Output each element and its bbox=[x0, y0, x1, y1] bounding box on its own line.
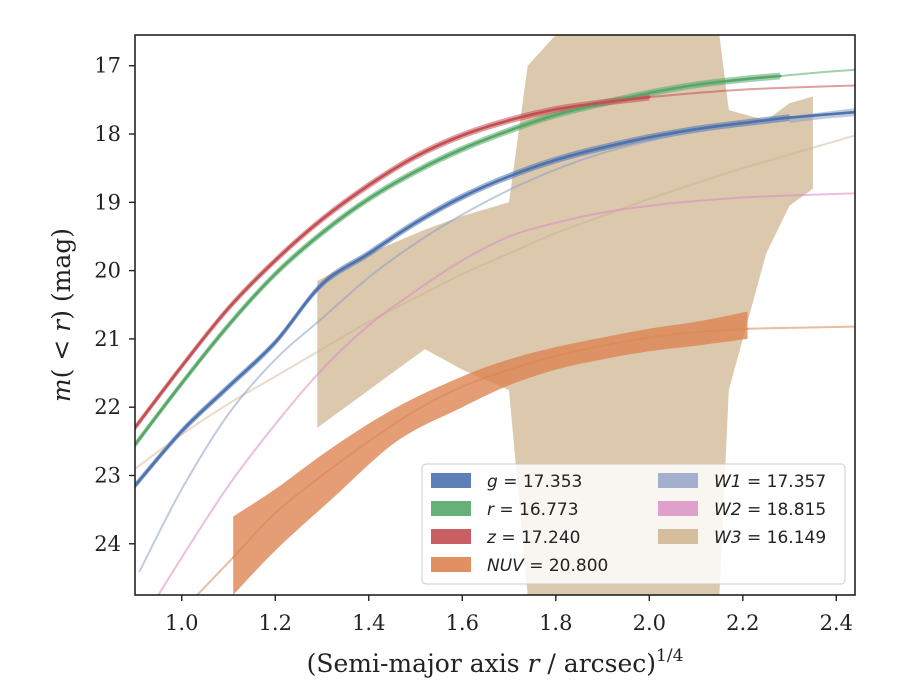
legend-value: = 17.357 bbox=[742, 472, 827, 492]
y-axis-label-lt: < bbox=[47, 332, 76, 369]
y-axis-label-m: m bbox=[47, 378, 76, 402]
legend-value: = 17.353 bbox=[498, 472, 583, 492]
legend-value: = 17.240 bbox=[496, 528, 581, 548]
series-line-nuv bbox=[232, 327, 749, 559]
legend-value: = 16.149 bbox=[742, 528, 827, 548]
legend-label-nuv: NUV = 20.800 bbox=[487, 556, 608, 576]
series-extrapolation-g bbox=[788, 111, 855, 119]
legend-label-w3: W3 = 16.149 bbox=[714, 528, 826, 548]
y-tick-label: 24 bbox=[94, 532, 121, 556]
x-tick-label: 2.0 bbox=[633, 611, 666, 635]
series-line-z bbox=[135, 95, 651, 429]
y-tick-label: 18 bbox=[94, 122, 121, 146]
series-extrapolation-z bbox=[648, 84, 855, 99]
series-line-w3 bbox=[135, 134, 855, 470]
series-extrapolation-nuv bbox=[746, 325, 855, 330]
x-axis-ticks: 1.0 1.2 1.4 1.6 1.8 2.0 2.2 2.4 bbox=[165, 595, 853, 635]
legend-var: W3 bbox=[714, 528, 742, 548]
legend-var: z bbox=[486, 528, 497, 548]
legend-label-r: r = 16.773 bbox=[487, 500, 579, 520]
x-axis-label-prefix: (Semi-major axis bbox=[307, 649, 528, 678]
y-axis-ticks: 17 18 19 20 21 22 23 24 bbox=[94, 54, 135, 556]
band-r bbox=[135, 72, 781, 449]
legend-swatch-r bbox=[431, 501, 471, 516]
series-extrapolation-r bbox=[779, 68, 855, 77]
legend-label-w2: W2 = 18.815 bbox=[714, 500, 826, 520]
series-extrapolation-nuv bbox=[195, 556, 235, 595]
series-line-w2 bbox=[157, 192, 855, 595]
legend-swatch-z bbox=[431, 529, 471, 544]
legend-swatch-g bbox=[431, 473, 471, 488]
series-lines bbox=[135, 68, 855, 595]
y-axis-label-close: ) bbox=[47, 310, 76, 320]
x-tick-label: 2.4 bbox=[820, 611, 853, 635]
legend-var: g bbox=[487, 472, 498, 492]
x-axis-label-suffix: / arcsec) bbox=[539, 649, 656, 678]
y-axis-label-paren: ( bbox=[47, 369, 76, 379]
legend-value: = 20.800 bbox=[524, 556, 609, 576]
y-tick-label: 17 bbox=[94, 54, 121, 78]
y-tick-label: 21 bbox=[94, 327, 121, 351]
legend-box bbox=[421, 463, 846, 585]
x-tick-label: 2.2 bbox=[726, 611, 759, 635]
x-tick-label: 1.0 bbox=[165, 611, 198, 635]
y-axis-label-unit: (mag) bbox=[47, 228, 76, 310]
x-tick-label: 1.8 bbox=[539, 611, 572, 635]
x-tick-label: 1.6 bbox=[446, 611, 479, 635]
x-axis-label: (Semi-major axis r / arcsec)1/4 bbox=[307, 646, 684, 678]
legend-value: = 16.773 bbox=[494, 500, 579, 520]
y-axis-label: m( < r) (mag) bbox=[47, 228, 76, 402]
series-line-r bbox=[135, 74, 782, 447]
legend-label-w1: W1 = 17.357 bbox=[714, 472, 826, 492]
legend-swatch-w3 bbox=[658, 529, 698, 544]
legend-label-g: g = 17.353 bbox=[487, 472, 582, 492]
x-tick-label: 1.4 bbox=[352, 611, 385, 635]
x-axis-label-var: r bbox=[528, 649, 542, 678]
y-tick-label: 23 bbox=[94, 463, 121, 487]
legend-swatch-nuv bbox=[431, 557, 471, 572]
legend-var: W2 bbox=[714, 500, 742, 520]
band-w3 bbox=[317, 35, 813, 595]
legend-swatch-w1 bbox=[658, 473, 698, 488]
legend-var: W1 bbox=[714, 472, 742, 492]
y-axis-label-r: r bbox=[47, 318, 76, 332]
series-line-g bbox=[135, 110, 855, 487]
band-nuv bbox=[233, 311, 748, 595]
y-tick-label: 20 bbox=[94, 259, 121, 283]
legend-swatch-w2 bbox=[658, 501, 698, 516]
plot-frame bbox=[134, 34, 856, 596]
x-tick-label: 1.2 bbox=[259, 611, 292, 635]
y-tick-label: 19 bbox=[94, 190, 121, 214]
legend-label-z: z = 17.240 bbox=[486, 528, 580, 548]
legend-var: r bbox=[487, 500, 495, 520]
legend-var: NUV bbox=[487, 556, 525, 576]
x-axis-label-exponent: 1/4 bbox=[656, 646, 683, 666]
y-tick-label: 22 bbox=[94, 395, 121, 419]
legend-value: = 18.815 bbox=[742, 500, 827, 520]
